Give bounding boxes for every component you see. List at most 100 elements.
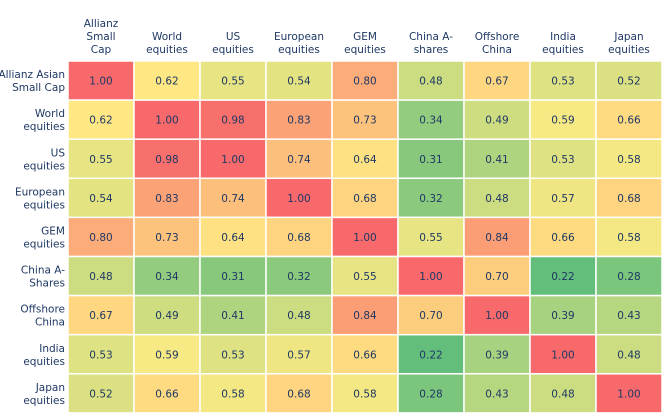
- cell-value: 0.73: [155, 232, 178, 244]
- cell-value: 0.58: [221, 388, 244, 400]
- heatmap-cell: [463, 294, 531, 336]
- cell-value: 0.49: [155, 310, 178, 322]
- cell-value: 0.64: [221, 232, 245, 244]
- cell-value: 0.48: [419, 76, 442, 88]
- cell-value: 1.00: [221, 154, 244, 166]
- cell-value: 0.41: [485, 154, 508, 166]
- cell-value: 0.98: [221, 115, 244, 127]
- cell-value: 0.31: [419, 154, 442, 166]
- heatmap-cell: [397, 333, 465, 375]
- heatmap-cell: [199, 373, 267, 414]
- cell-value: 0.70: [419, 310, 442, 322]
- column-label: World equities: [146, 31, 188, 56]
- cell-value: 0.55: [89, 154, 112, 166]
- row-label: GEM equities: [23, 225, 65, 250]
- cell-value: 0.67: [485, 76, 508, 88]
- cell-value: 1.00: [89, 76, 112, 88]
- heatmap-cell: [133, 373, 201, 414]
- cell-value: 1.00: [551, 349, 574, 361]
- heatmap-cell: [529, 99, 597, 140]
- cell-value: 0.43: [485, 388, 508, 400]
- heatmap-cell: [199, 138, 267, 180]
- column-label: US equities: [212, 31, 254, 56]
- column-label: Allianz Small Cap: [84, 18, 119, 56]
- cell-value: 0.68: [353, 193, 376, 205]
- cell-value: 0.32: [287, 271, 310, 283]
- heatmap-cell: [331, 255, 399, 297]
- heatmap-cell: [331, 373, 399, 414]
- cell-value: 0.59: [551, 115, 574, 127]
- cell-value: 0.67: [89, 310, 112, 322]
- cell-value: 0.28: [419, 388, 442, 400]
- row-label: China A-Shares: [21, 265, 65, 290]
- heatmap-cell: [595, 373, 663, 414]
- cell-value: 0.54: [287, 76, 311, 88]
- cell-value: 0.64: [353, 154, 377, 166]
- heatmap-cell: [463, 99, 531, 140]
- cell-value: 0.74: [221, 193, 245, 205]
- cell-value: 0.66: [617, 115, 641, 127]
- heatmap-cell: [529, 255, 597, 297]
- heatmap-cell: [331, 138, 399, 180]
- cell-value: 0.68: [287, 388, 310, 400]
- heatmap-cell: [67, 216, 135, 258]
- cell-value: 0.48: [89, 271, 112, 283]
- heatmap-cell: [67, 138, 135, 180]
- heatmap-cell: [133, 255, 201, 297]
- heatmap-cell: [595, 177, 663, 219]
- heatmap-cell: [67, 373, 135, 414]
- cell-value: 0.53: [221, 349, 244, 361]
- cell-value: 0.52: [617, 76, 640, 88]
- cell-value: 0.73: [353, 115, 376, 127]
- column-label: GEM equities: [344, 31, 386, 56]
- heatmap-cell: [331, 99, 399, 140]
- cell-value: 0.68: [287, 232, 310, 244]
- heatmap-cell: [265, 333, 333, 375]
- cell-value: 0.55: [353, 271, 376, 283]
- heatmap-cell: [595, 333, 663, 375]
- cell-value: 0.53: [89, 349, 112, 361]
- heatmap-cell: [595, 99, 663, 140]
- heatmap-cell: [67, 294, 135, 336]
- heatmap-cell: [529, 60, 597, 101]
- cell-value: 0.57: [287, 349, 310, 361]
- cell-value: 0.48: [287, 310, 310, 322]
- heatmap-cell: [133, 138, 201, 180]
- cell-value: 0.41: [221, 310, 244, 322]
- heatmap-cell: [199, 99, 267, 140]
- heatmap-cell: [67, 255, 135, 297]
- cell-value: 1.00: [287, 193, 310, 205]
- heatmap-cell: [199, 333, 267, 375]
- cell-value: 0.62: [89, 115, 112, 127]
- cell-value: 0.39: [551, 310, 574, 322]
- cell-value: 0.68: [617, 193, 640, 205]
- heatmap-cell: [397, 373, 465, 414]
- cell-value: 0.32: [419, 193, 442, 205]
- cell-value: 0.39: [485, 349, 508, 361]
- cell-value: 0.49: [485, 115, 508, 127]
- heatmap-cell: [265, 138, 333, 180]
- cell-value: 0.80: [353, 76, 376, 88]
- heatmap-cell: [595, 138, 663, 180]
- heatmap-cell: [595, 255, 663, 297]
- cell-value: 0.83: [287, 115, 310, 127]
- heatmap-cell: [199, 255, 267, 297]
- cell-value: 1.00: [155, 115, 178, 127]
- heatmap-cell: [133, 60, 201, 101]
- column-label: China A-shares: [409, 31, 453, 56]
- heatmap-cell: [463, 373, 531, 414]
- cell-value: 0.55: [419, 232, 442, 244]
- cell-value: 0.80: [89, 232, 112, 244]
- cell-value: 1.00: [419, 271, 442, 283]
- cell-value: 0.74: [287, 154, 311, 166]
- column-label: India equities: [542, 31, 584, 56]
- heatmap-cell: [67, 333, 135, 375]
- cell-value: 0.43: [617, 310, 640, 322]
- cell-value: 0.55: [221, 76, 244, 88]
- cell-value: 0.58: [617, 154, 640, 166]
- cell-value: 0.70: [485, 271, 508, 283]
- cell-value: 0.52: [89, 388, 112, 400]
- heatmap-cell: [397, 255, 465, 297]
- cell-value: 0.34: [419, 115, 443, 127]
